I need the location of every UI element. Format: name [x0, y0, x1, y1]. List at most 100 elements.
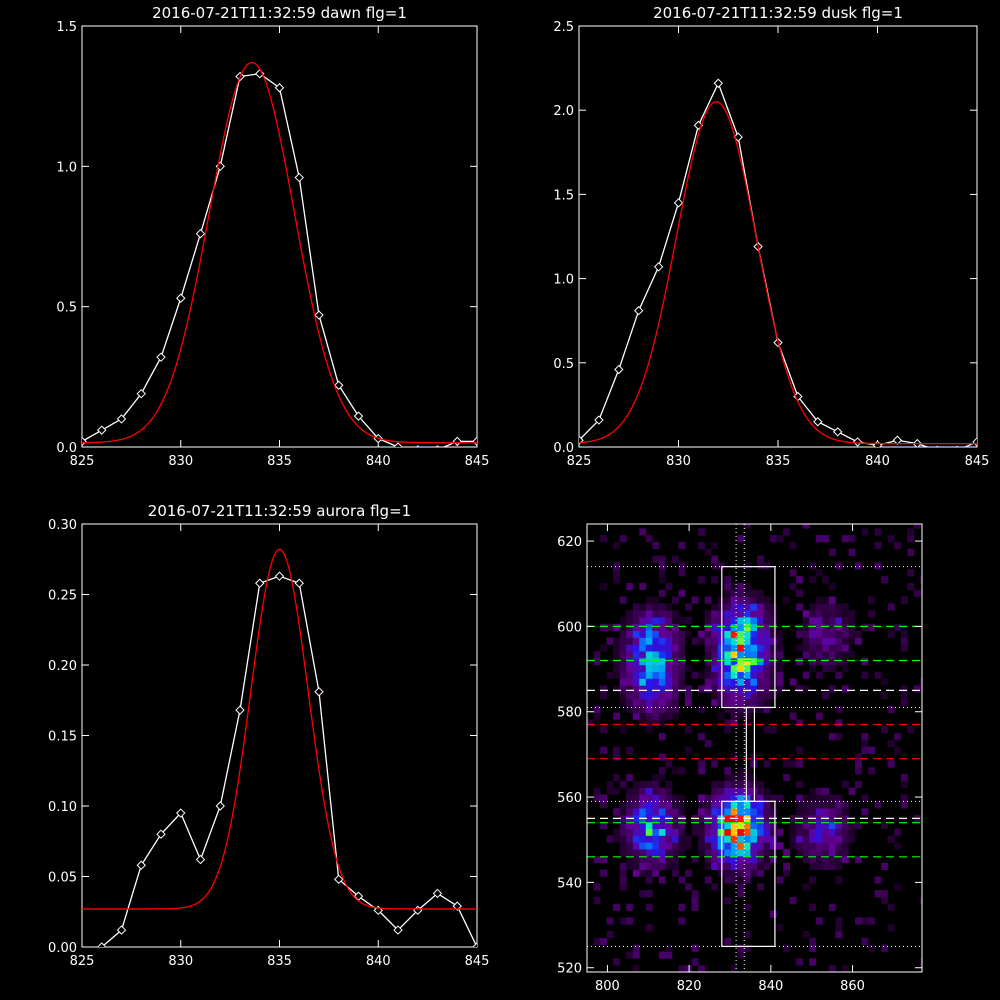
image-pixel [763, 794, 771, 802]
image-pixel [672, 664, 679, 672]
image-pixel [665, 582, 673, 591]
image-pixel [809, 903, 817, 911]
image-pixel [763, 726, 771, 734]
image-pixel [626, 903, 634, 911]
image-pixel [717, 821, 725, 829]
image-pixel [724, 808, 732, 816]
image-pixel [672, 630, 679, 638]
image-pixel [763, 617, 771, 625]
image-pixel [613, 835, 620, 843]
image-pixel [881, 692, 888, 700]
image-pixel [815, 801, 823, 809]
data-point [294, 578, 304, 588]
image-pixel [789, 712, 797, 720]
image-pixel [815, 603, 823, 611]
image-pixel [743, 944, 751, 952]
image-pixel [626, 610, 634, 618]
image-pixel [717, 596, 725, 604]
image-pixel [737, 582, 745, 591]
x-tick-label: 835 [267, 954, 292, 969]
image-pixel [626, 698, 634, 707]
image-pixel [730, 603, 738, 611]
image-pixel [626, 705, 634, 713]
x-tick-label: 830 [168, 454, 193, 469]
image-pixel [626, 835, 634, 843]
image-pixel [789, 541, 797, 550]
image-pixel [632, 862, 640, 870]
image-pixel [841, 821, 849, 829]
image-pixel [776, 876, 784, 884]
image-pixel [770, 726, 777, 734]
image-pixel [717, 562, 725, 570]
image-pixel [665, 849, 673, 857]
image-pixel [770, 610, 777, 618]
image-pixel [717, 623, 725, 631]
data-point [955, 445, 959, 447]
image-pixel [757, 555, 764, 563]
image-pixel [737, 890, 745, 898]
image-pixel [619, 651, 627, 659]
image-pixel [658, 733, 666, 741]
image-pixel [632, 944, 640, 952]
image-pixel [639, 685, 647, 693]
image-pixel [717, 842, 725, 850]
data-point [653, 262, 664, 272]
image-pixel [619, 821, 627, 829]
image-pixel [750, 821, 758, 829]
image-pixel [639, 719, 647, 727]
image-pixel [678, 664, 686, 672]
image-pixel [652, 808, 660, 816]
image-pixel [822, 828, 830, 836]
image-pixel [730, 719, 738, 727]
image-pixel [763, 658, 771, 666]
image-pixel [678, 808, 686, 816]
image-pixel [848, 787, 856, 795]
image-pixel [861, 528, 869, 536]
image-pixel [678, 801, 686, 809]
image-pixel [704, 739, 712, 748]
image-pixel [632, 678, 640, 686]
image-pixel [672, 644, 679, 652]
chart-title: 2016-07-21T11:32:59 dawn flg=1 [152, 4, 407, 22]
image-pixel [652, 774, 660, 782]
data-point [195, 854, 206, 865]
image-pixel [763, 760, 771, 768]
image-pixel [770, 808, 777, 816]
image-pixel [835, 658, 843, 666]
image-pixel [626, 862, 634, 870]
image-pixel [887, 903, 895, 911]
image-pixel [645, 903, 653, 911]
image-pixel [606, 671, 614, 679]
image-pixel [704, 630, 712, 638]
image-pixel [802, 931, 810, 939]
image-pixel [802, 524, 810, 529]
image-pixel [789, 821, 797, 829]
image-pixel [868, 767, 875, 775]
image-pixel [658, 623, 666, 631]
image-pixel [743, 774, 751, 782]
image-pixel [645, 876, 653, 884]
image-pixel [894, 842, 902, 850]
x-tick-label: 825 [70, 954, 95, 969]
data-point [415, 445, 420, 447]
image-pixel [672, 596, 679, 604]
image-pixel [887, 535, 895, 543]
image-pixel [613, 903, 620, 911]
image-pixel [809, 849, 817, 857]
image-pixel [815, 644, 823, 652]
image-pixel [717, 808, 725, 816]
image-pixel [841, 651, 849, 659]
image-pixel [717, 862, 725, 870]
image-pixel [809, 958, 817, 966]
image-pixel [757, 658, 764, 666]
image-pixel [783, 528, 790, 536]
image-pixel [658, 562, 666, 570]
image-pixel [855, 917, 862, 925]
image-pixel [626, 692, 634, 700]
image-pixel [815, 658, 823, 666]
image-pixel [835, 705, 843, 713]
image-pixel [848, 630, 856, 638]
image-pixel [672, 794, 679, 802]
image-pixel [789, 569, 797, 577]
image-pixel [606, 787, 614, 795]
